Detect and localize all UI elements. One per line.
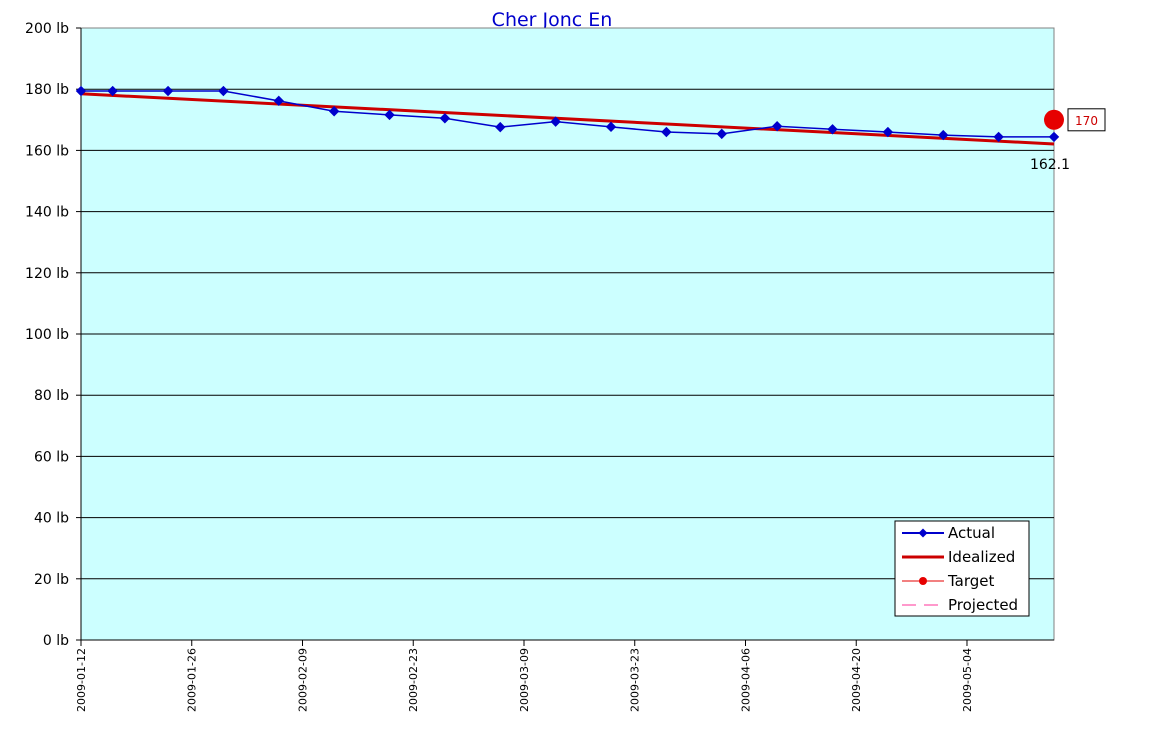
actual-point bbox=[218, 85, 229, 97]
legend-marker-actual bbox=[918, 528, 928, 538]
actual-point bbox=[384, 109, 395, 121]
y-tick-label: 80 lb bbox=[34, 388, 69, 404]
x-tick-label: 2009-03-09 bbox=[518, 648, 531, 712]
legend-label-actual: Actual bbox=[948, 524, 995, 542]
x-tick-label: 2009-04-06 bbox=[739, 648, 752, 712]
y-tick-label: 180 lb bbox=[25, 82, 69, 98]
y-tick-label: 140 lb bbox=[25, 205, 69, 221]
actual-point bbox=[107, 85, 118, 97]
legend-label-target: Target bbox=[947, 572, 995, 590]
y-tick-label: 120 lb bbox=[25, 266, 69, 282]
chart-title: Cher Jonc En bbox=[492, 9, 613, 31]
actual-point bbox=[716, 128, 727, 140]
legend-label-projected: Projected bbox=[948, 596, 1018, 614]
y-tick-label: 0 lb bbox=[43, 633, 69, 649]
annotations-layer: 162.1 170 bbox=[1030, 108, 1106, 173]
actual-point bbox=[273, 95, 284, 107]
y-tick-label: 160 lb bbox=[25, 143, 69, 159]
actual-point bbox=[439, 113, 451, 124]
x-tick-label: 2009-02-23 bbox=[407, 648, 420, 712]
actual-point bbox=[938, 129, 949, 141]
x-tick-label: 2009-01-26 bbox=[186, 648, 199, 712]
x-tick-label: 2009-05-04 bbox=[961, 648, 974, 712]
x-tick-label: 2009-01-12 bbox=[75, 648, 88, 712]
y-tick-label: 20 lb bbox=[34, 572, 69, 588]
x-tick-label: 2009-04-20 bbox=[850, 648, 863, 712]
series-layer bbox=[75, 85, 1064, 146]
y-tick-label: 100 lb bbox=[25, 327, 69, 343]
actual-point bbox=[495, 121, 506, 133]
gridlines bbox=[81, 88, 1054, 580]
y-axis: 0 lb 20 lb 40 lb 60 lb 80 lb 100 lb 120 lb 140 … bbox=[25, 21, 82, 649]
actual-point bbox=[328, 106, 340, 117]
actual-point bbox=[1048, 131, 1060, 143]
target-point bbox=[1044, 109, 1064, 130]
idealized-line bbox=[80, 92, 1055, 146]
y-tick-label: 40 lb bbox=[34, 511, 69, 527]
actual-point bbox=[550, 116, 561, 127]
y-tick-label: 60 lb bbox=[34, 449, 69, 465]
actual-point bbox=[661, 126, 672, 138]
target-label: 170 bbox=[1075, 114, 1098, 128]
x-tick-label: 2009-02-09 bbox=[296, 648, 309, 712]
actual-point bbox=[605, 121, 617, 133]
actual-point bbox=[882, 126, 894, 138]
legend: Actual Idealized Target Projected bbox=[894, 520, 1030, 617]
actual-point bbox=[993, 131, 1004, 143]
actual-point bbox=[162, 85, 174, 97]
actual-point bbox=[75, 85, 87, 97]
legend-marker-target bbox=[919, 577, 927, 585]
idealized-end-label: 162.1 bbox=[1030, 157, 1070, 173]
x-tick-label: 2009-03-23 bbox=[629, 648, 642, 712]
x-axis: 2009-01-12 2009-01-26 2009-02-09 2009-02-23… bbox=[75, 639, 1054, 712]
actual-point bbox=[771, 121, 783, 132]
y-tick-label: 200 lb bbox=[25, 21, 69, 37]
legend-box bbox=[894, 520, 1030, 617]
actual-point bbox=[827, 124, 838, 135]
target-label-box bbox=[1067, 108, 1106, 132]
legend-label-idealized: Idealized bbox=[948, 548, 1015, 566]
